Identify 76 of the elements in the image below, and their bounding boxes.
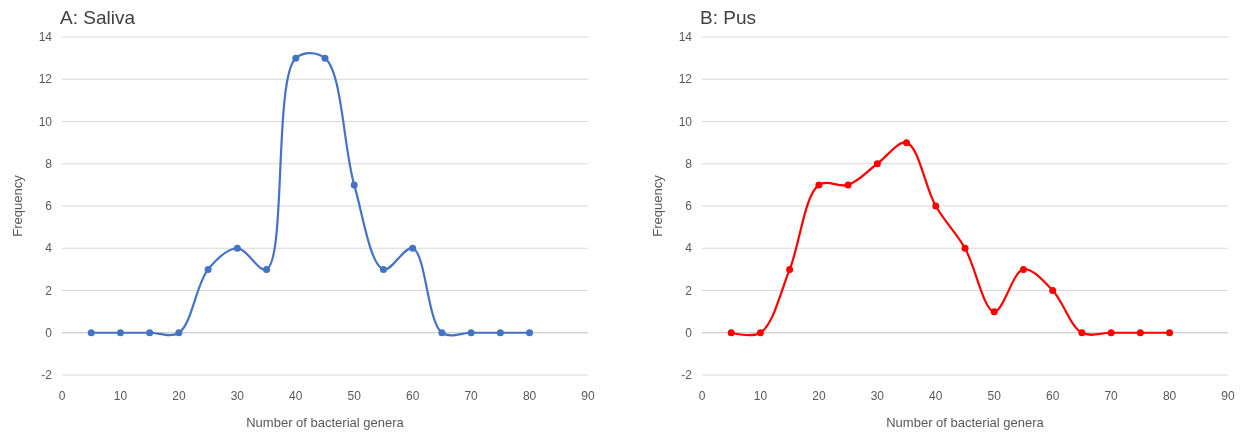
x-tick-label: 30 bbox=[870, 389, 885, 403]
point bbox=[844, 181, 852, 189]
y-axis-title: Frequency bbox=[10, 174, 25, 237]
point bbox=[990, 308, 998, 316]
point bbox=[233, 244, 241, 252]
x-tick-label: 60 bbox=[1045, 389, 1060, 403]
x-tick-label: 60 bbox=[405, 389, 420, 403]
y-tick-label: 2 bbox=[45, 283, 53, 298]
y-tick-label: 6 bbox=[685, 199, 693, 214]
point bbox=[438, 329, 446, 337]
point bbox=[175, 329, 183, 337]
x-tick-label: 20 bbox=[172, 389, 186, 403]
x-tick-label: 20 bbox=[812, 389, 826, 403]
x-tick-label: 70 bbox=[464, 389, 479, 403]
point bbox=[1078, 329, 1086, 337]
y-tick-label: 12 bbox=[38, 72, 53, 87]
y-tick-label: 8 bbox=[45, 156, 53, 171]
point bbox=[727, 329, 735, 337]
y-tick-label: -2 bbox=[41, 368, 53, 383]
point bbox=[756, 329, 764, 337]
y-tick-label: 0 bbox=[45, 325, 53, 340]
x-tick-label: 40 bbox=[289, 389, 303, 403]
point bbox=[263, 265, 271, 273]
x-tick-label: 30 bbox=[230, 389, 245, 403]
point bbox=[1107, 329, 1115, 337]
x-tick-label: 40 bbox=[929, 389, 943, 403]
x-tick-label: 10 bbox=[753, 389, 768, 403]
x-tick-label: 50 bbox=[347, 389, 362, 403]
point bbox=[496, 329, 504, 337]
point bbox=[815, 181, 823, 189]
y-tick-label: 4 bbox=[45, 241, 53, 256]
y-tick-label: 14 bbox=[678, 30, 693, 45]
y-axis-title: Frequency bbox=[650, 174, 665, 237]
y-tick-label: 0 bbox=[685, 325, 693, 340]
point bbox=[146, 329, 154, 337]
point bbox=[786, 265, 794, 273]
y-tick-label: 8 bbox=[685, 156, 693, 171]
x-axis-title: Number of bacterial genera bbox=[246, 415, 405, 430]
y-tick-label: 6 bbox=[45, 199, 53, 214]
x-tick-label: 10 bbox=[113, 389, 128, 403]
y-tick-label: 2 bbox=[685, 283, 693, 298]
y-tick-label: 12 bbox=[678, 72, 693, 87]
x-tick-label: 80 bbox=[1162, 389, 1177, 403]
y-tick-label: 10 bbox=[678, 114, 693, 129]
chart-title: B: Pus bbox=[700, 7, 756, 28]
x-tick-label: 70 bbox=[1104, 389, 1119, 403]
point bbox=[1136, 329, 1144, 337]
y-tick-label: 10 bbox=[38, 114, 53, 129]
point bbox=[87, 329, 95, 337]
point bbox=[1049, 287, 1057, 294]
point bbox=[292, 54, 300, 62]
point bbox=[961, 244, 969, 252]
point bbox=[932, 202, 940, 210]
y-tick-label: -2 bbox=[681, 368, 693, 383]
point bbox=[1166, 329, 1174, 337]
point bbox=[379, 265, 387, 273]
x-tick-label: 50 bbox=[987, 389, 1002, 403]
x-axis-title: Number of bacterial genera bbox=[886, 415, 1045, 430]
y-tick-label: 14 bbox=[38, 30, 53, 45]
x-tick-label: 90 bbox=[581, 389, 595, 403]
point bbox=[350, 181, 358, 189]
point bbox=[204, 265, 212, 273]
x-tick-label: 90 bbox=[1221, 389, 1235, 403]
point bbox=[467, 329, 475, 337]
point bbox=[321, 54, 329, 62]
point bbox=[409, 244, 417, 252]
x-tick-label: 0 bbox=[698, 389, 706, 403]
x-tick-label: 80 bbox=[522, 389, 537, 403]
point bbox=[903, 139, 911, 147]
point bbox=[116, 329, 124, 337]
x-tick-label: 0 bbox=[58, 389, 66, 403]
y-tick-label: 4 bbox=[685, 241, 693, 256]
chart-title: A: Saliva bbox=[60, 7, 136, 28]
point bbox=[1019, 265, 1027, 273]
point bbox=[526, 329, 534, 337]
point bbox=[873, 160, 881, 168]
